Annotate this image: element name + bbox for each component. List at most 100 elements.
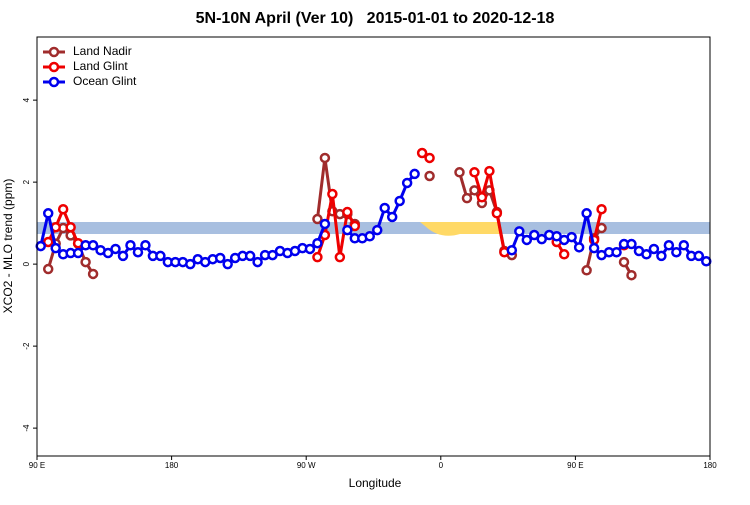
data-point bbox=[327, 188, 338, 200]
x-tick-label: 90 W bbox=[297, 461, 316, 470]
legend-label: Land Glint bbox=[73, 59, 128, 73]
data-point bbox=[155, 250, 166, 262]
data-point bbox=[529, 229, 540, 241]
data-point bbox=[573, 242, 585, 253]
x-tick-label: 180 bbox=[703, 461, 717, 470]
data-point bbox=[596, 222, 607, 234]
data-point bbox=[558, 249, 570, 260]
data-point bbox=[469, 167, 480, 178]
data-point bbox=[364, 231, 376, 242]
data-point bbox=[581, 208, 592, 219]
x-axis-label: Longitude bbox=[349, 476, 402, 490]
x-tick-label: 90 E bbox=[29, 461, 45, 470]
data-point bbox=[80, 256, 91, 268]
data-point bbox=[424, 170, 435, 182]
data-point bbox=[304, 243, 316, 255]
plot-area bbox=[35, 147, 712, 281]
legend-label: Land Nadir bbox=[73, 44, 132, 58]
data-point bbox=[641, 249, 652, 260]
plot-frame bbox=[36, 36, 711, 457]
data-point bbox=[401, 177, 413, 189]
data-point bbox=[476, 192, 488, 203]
data-point bbox=[596, 203, 607, 215]
legend-label: Ocean Glint bbox=[73, 74, 137, 88]
data-point bbox=[394, 195, 405, 207]
data-point bbox=[611, 246, 622, 258]
data-point bbox=[140, 240, 151, 251]
data-point bbox=[319, 152, 331, 164]
data-point bbox=[379, 202, 390, 214]
highlight-region bbox=[420, 222, 500, 236]
data-point bbox=[42, 263, 54, 275]
data-point bbox=[222, 258, 233, 270]
y-tick-label: 4 bbox=[22, 97, 31, 102]
data-point bbox=[648, 243, 660, 255]
y-tick-label: -4 bbox=[22, 424, 31, 432]
y-tick-label: -2 bbox=[22, 342, 31, 350]
data-point bbox=[454, 167, 465, 178]
data-point bbox=[656, 250, 667, 262]
data-point bbox=[409, 168, 420, 180]
data-point bbox=[371, 224, 383, 236]
x-tick-label: 0 bbox=[439, 461, 444, 470]
data-point bbox=[334, 251, 346, 263]
data-point bbox=[57, 203, 69, 215]
data-point bbox=[132, 246, 144, 258]
data-point bbox=[663, 240, 675, 251]
data-point bbox=[349, 220, 361, 232]
data-point bbox=[342, 224, 353, 236]
data-point bbox=[671, 246, 682, 258]
data-point bbox=[102, 247, 114, 259]
data-point bbox=[342, 206, 353, 218]
data-point bbox=[461, 192, 473, 204]
data-point bbox=[110, 243, 121, 255]
legend-marker bbox=[48, 46, 60, 58]
data-point bbox=[312, 251, 323, 263]
data-point bbox=[244, 250, 256, 262]
y-tick-label: 2 bbox=[22, 179, 31, 184]
data-point bbox=[491, 208, 503, 219]
data-point bbox=[312, 213, 323, 225]
data-point bbox=[252, 256, 263, 268]
data-point bbox=[319, 218, 331, 230]
data-point bbox=[267, 249, 278, 261]
x-tick-label: 90 E bbox=[567, 461, 583, 470]
data-point bbox=[626, 269, 637, 281]
x-tick-label: 180 bbox=[165, 461, 179, 470]
legend-marker bbox=[48, 61, 60, 73]
data-point bbox=[424, 152, 435, 164]
data-point bbox=[42, 208, 54, 219]
data-point bbox=[72, 247, 84, 259]
data-point bbox=[185, 258, 196, 270]
data-point bbox=[416, 147, 428, 159]
data-point bbox=[214, 252, 226, 264]
data-point bbox=[693, 250, 705, 262]
data-point bbox=[581, 265, 592, 276]
data-point bbox=[536, 233, 547, 245]
data-point bbox=[521, 234, 533, 246]
data-point bbox=[386, 211, 398, 223]
data-point bbox=[35, 240, 46, 252]
y-tick-label: 0 bbox=[22, 261, 31, 266]
data-point bbox=[125, 240, 136, 251]
legend-marker bbox=[48, 76, 60, 88]
data-point bbox=[506, 244, 518, 256]
data-point bbox=[87, 240, 99, 251]
data-point bbox=[484, 165, 495, 177]
y-axis-label: XCO2 - MLO trend (ppm) bbox=[1, 179, 15, 314]
data-point bbox=[50, 242, 61, 254]
chart-title: 5N-10N April (Ver 10) 2015-01-01 to 2020… bbox=[196, 10, 555, 27]
data-point bbox=[65, 221, 76, 233]
data-point bbox=[117, 250, 129, 262]
data-point bbox=[514, 226, 525, 237]
data-point bbox=[588, 242, 600, 254]
data-point bbox=[312, 237, 323, 249]
data-point bbox=[87, 268, 99, 280]
data-point bbox=[618, 256, 630, 268]
data-point bbox=[566, 231, 577, 243]
data-point bbox=[626, 238, 637, 250]
data-point bbox=[469, 185, 480, 196]
data-point bbox=[701, 256, 712, 267]
data-point bbox=[42, 236, 54, 248]
